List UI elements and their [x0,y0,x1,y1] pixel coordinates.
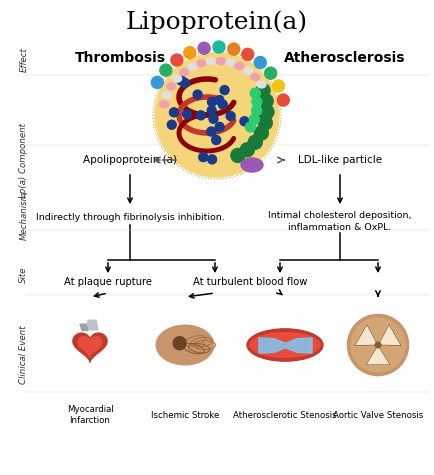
Circle shape [277,94,289,106]
Circle shape [207,97,217,106]
Circle shape [213,41,225,53]
Circle shape [250,114,260,124]
Text: Lipoprotein(a): Lipoprotein(a) [126,10,308,34]
Circle shape [207,106,216,115]
Ellipse shape [243,67,253,74]
Text: Aortic Valve Stenosis: Aortic Valve Stenosis [333,410,423,419]
Text: Site: Site [20,267,28,283]
Circle shape [375,342,381,348]
Circle shape [351,318,405,372]
Ellipse shape [197,60,206,67]
Ellipse shape [216,57,225,65]
Ellipse shape [235,62,244,69]
Circle shape [246,122,256,132]
Circle shape [226,112,235,121]
Text: Clinical Event: Clinical Event [20,326,28,384]
Ellipse shape [167,83,176,90]
Circle shape [173,337,186,350]
Text: Ischemic Stroke: Ischemic Stroke [151,410,219,419]
Ellipse shape [188,63,197,70]
Circle shape [254,126,268,140]
Circle shape [215,95,224,104]
Text: LDL-like particle: LDL-like particle [298,155,382,165]
Text: inflammation & OxPL.: inflammation & OxPL. [288,222,392,231]
Circle shape [254,57,266,68]
Ellipse shape [257,81,266,88]
Circle shape [177,76,186,85]
Circle shape [209,114,218,124]
Circle shape [215,123,224,132]
Ellipse shape [247,329,323,361]
Polygon shape [73,333,107,362]
Circle shape [212,135,221,144]
Text: Apolipoprotein (a): Apolipoprotein (a) [83,155,177,165]
Circle shape [258,116,272,130]
Circle shape [160,64,172,76]
Circle shape [254,112,263,121]
Ellipse shape [226,59,235,66]
Text: Lp(a) Component: Lp(a) Component [20,123,28,198]
Ellipse shape [241,158,263,172]
Circle shape [273,80,284,92]
Ellipse shape [156,325,214,365]
Circle shape [196,111,205,120]
Circle shape [220,86,229,95]
Circle shape [171,54,183,66]
Circle shape [218,100,227,109]
Text: Atherosclerosis: Atherosclerosis [284,51,406,65]
Text: Thrombosis: Thrombosis [75,51,165,65]
Circle shape [259,94,273,108]
Circle shape [252,105,262,115]
Polygon shape [378,324,401,346]
Ellipse shape [173,75,181,82]
Text: Effect: Effect [20,48,28,72]
Ellipse shape [251,74,260,80]
Circle shape [184,47,196,58]
Ellipse shape [207,58,216,65]
Text: Myocardial
Infarction: Myocardial Infarction [67,405,113,425]
Circle shape [250,88,260,98]
Circle shape [347,314,408,376]
Polygon shape [355,324,378,346]
Circle shape [265,67,276,79]
Circle shape [253,109,262,118]
Polygon shape [366,345,390,365]
Text: Intimal cholesterol deposition,: Intimal cholesterol deposition, [268,210,412,219]
Circle shape [199,152,208,162]
Polygon shape [86,320,98,330]
Ellipse shape [250,332,320,357]
Circle shape [169,108,178,117]
Ellipse shape [180,68,189,76]
Circle shape [167,120,176,129]
Polygon shape [78,337,102,357]
Circle shape [151,76,163,88]
Circle shape [260,105,274,119]
Circle shape [198,42,210,54]
Ellipse shape [162,92,171,98]
Circle shape [207,127,216,136]
Circle shape [193,90,202,99]
Circle shape [207,155,217,164]
Circle shape [228,43,240,55]
Circle shape [240,117,249,126]
Circle shape [242,48,254,60]
Circle shape [252,97,262,107]
Circle shape [248,135,262,149]
Text: At turbulent blood flow: At turbulent blood flow [193,277,307,287]
Circle shape [155,53,279,177]
Text: Mechanism: Mechanism [20,190,28,239]
Ellipse shape [160,101,168,108]
Circle shape [181,78,189,87]
Circle shape [240,143,254,157]
Circle shape [256,84,270,97]
Text: Indirectly through fibrinolysis inhibition.: Indirectly through fibrinolysis inhibiti… [36,212,224,221]
Circle shape [183,110,191,119]
Text: Atherosclerotic Stenosis: Atherosclerotic Stenosis [233,410,337,419]
Polygon shape [80,324,88,331]
Text: At plaque rupture: At plaque rupture [64,277,152,287]
Circle shape [231,148,245,162]
